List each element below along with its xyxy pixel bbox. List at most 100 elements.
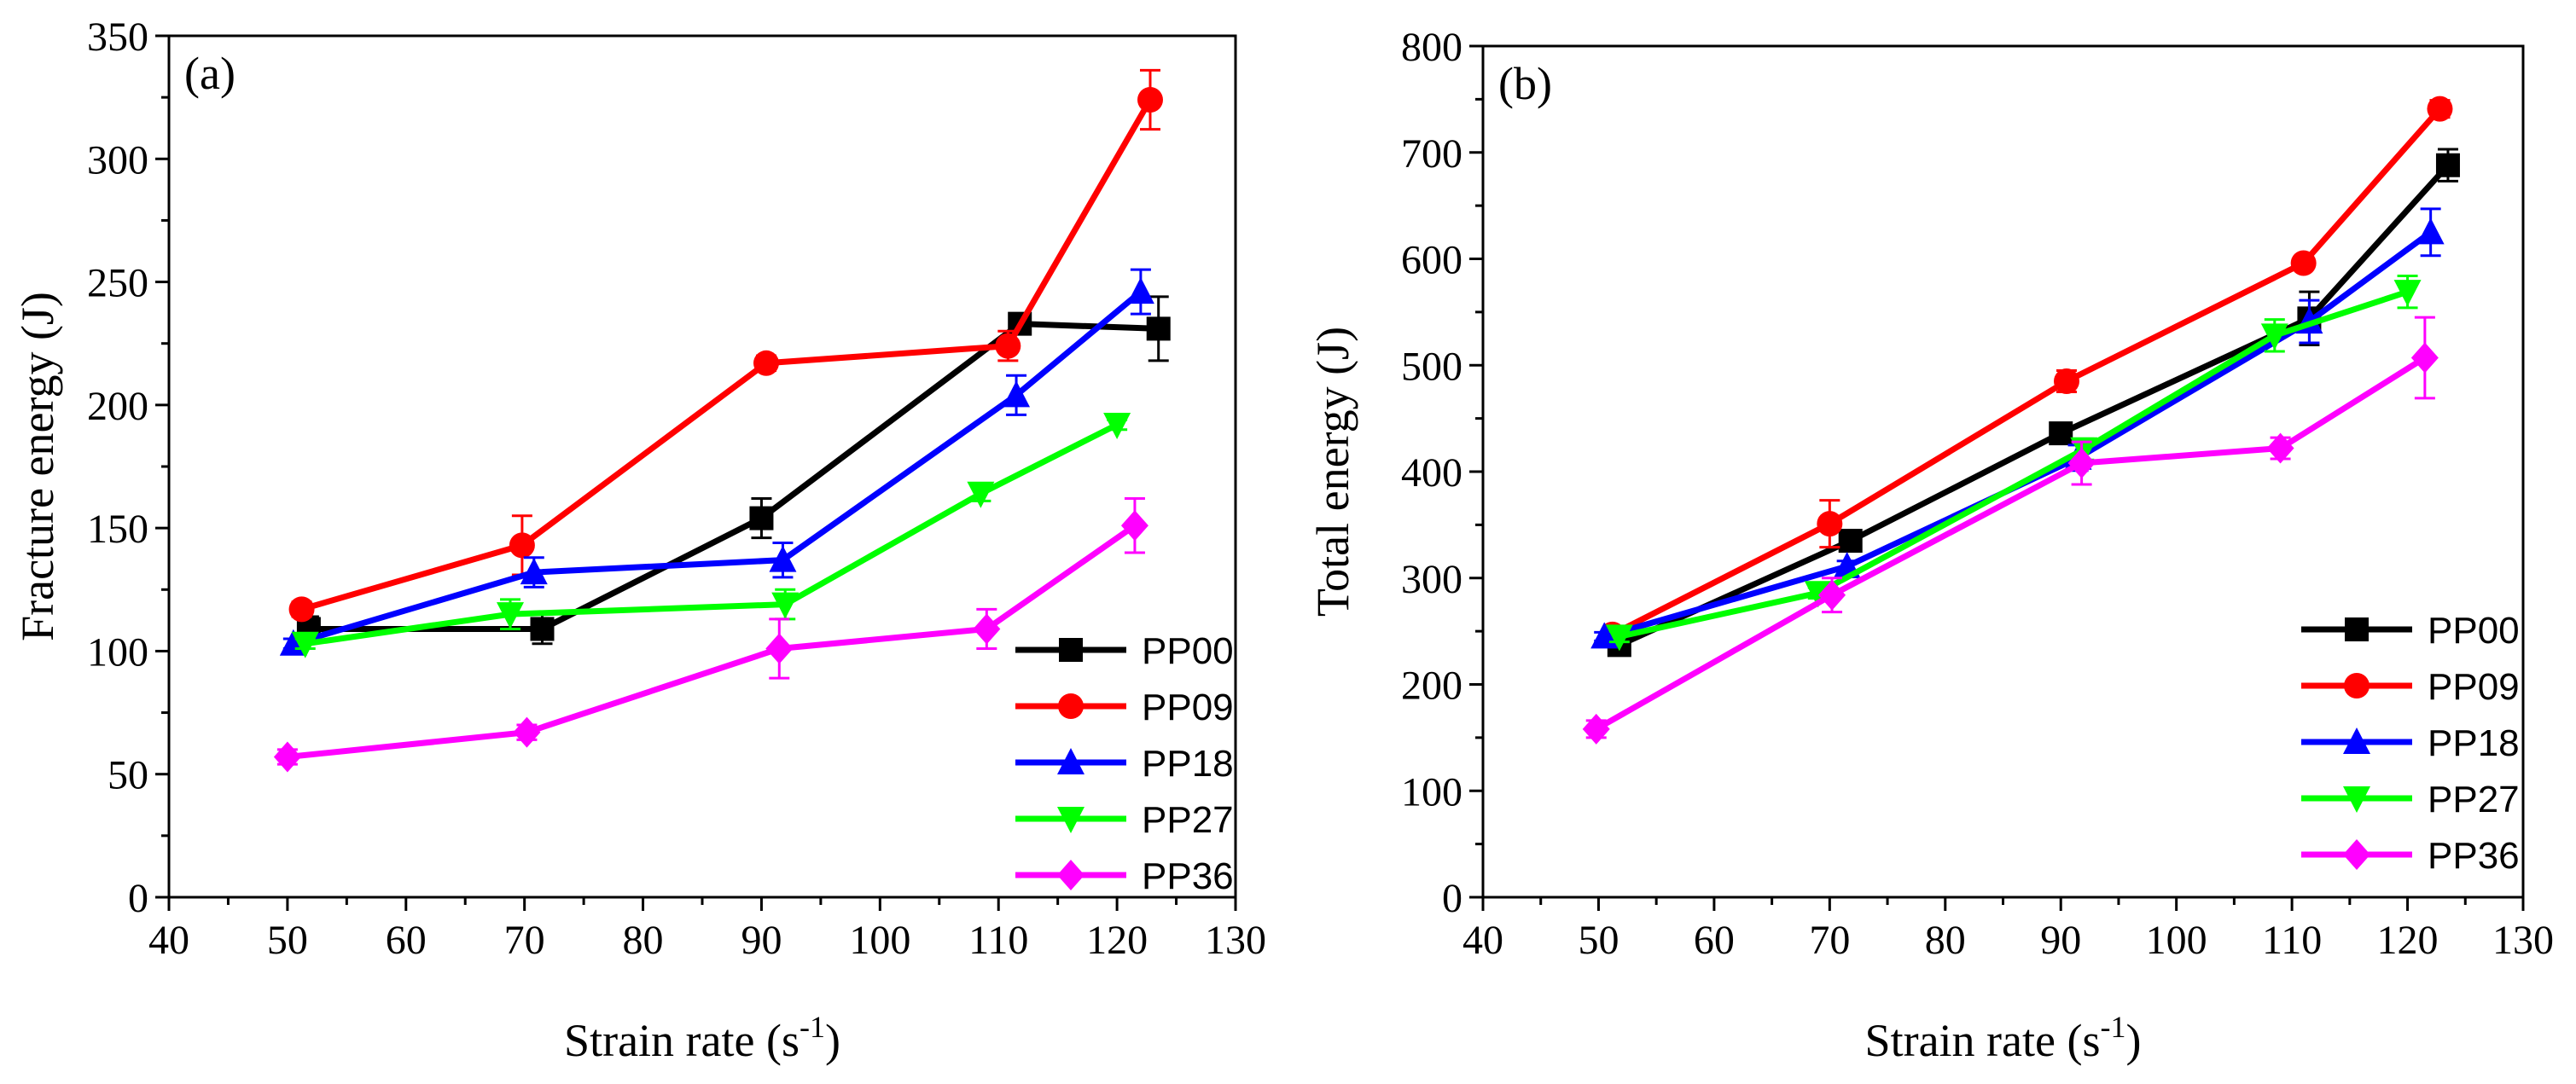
- x-tick-label: 100: [849, 918, 910, 963]
- y-tick-label: 300: [1401, 557, 1462, 602]
- y-tick-label: 200: [87, 384, 148, 429]
- x-tick-label: 100: [2146, 918, 2207, 963]
- legend-item-pp09: PP09: [2301, 666, 2520, 708]
- legend-item-pp27: PP27: [1015, 799, 1234, 841]
- legend-item-pp36: PP36: [1015, 855, 1234, 897]
- legend: PP00 PP09 PP18 PP27 PP36: [1015, 630, 1234, 897]
- series-line: [1611, 107, 2443, 637]
- legend-label: PP09: [2428, 666, 2520, 708]
- data-point: [2416, 217, 2445, 245]
- data-point: [513, 716, 541, 748]
- legend-label: PP00: [2428, 610, 2520, 652]
- x-axis-title: Strain rate (s-1): [1865, 1010, 2142, 1066]
- chart-panel-b: 40 50 60 70 80 90 100 110 120 130 0 100 200 300 400 500…: [1307, 25, 2554, 1066]
- legend-label: PP27: [1142, 799, 1234, 841]
- legend-marker: [1057, 807, 1084, 833]
- y-tick-label: 350: [87, 14, 148, 60]
- data-point: [1003, 380, 1031, 408]
- data-point: [530, 617, 555, 641]
- panel-label: (a): [184, 48, 236, 99]
- x-tick-label: 70: [1809, 918, 1850, 963]
- x-tick-label: 110: [2262, 918, 2322, 963]
- data-point: [520, 558, 548, 585]
- data-point: [1137, 87, 1163, 113]
- data-point: [2435, 153, 2460, 177]
- y-tick-label: 100: [1401, 769, 1462, 814]
- y-tick-label: 200: [1401, 664, 1462, 709]
- data-point: [2410, 342, 2439, 374]
- legend-item-pp09: PP09: [1015, 687, 1234, 728]
- legend-item-pp00: PP00: [1015, 630, 1234, 672]
- y-tick-label: 800: [1401, 25, 1462, 70]
- data-point: [769, 545, 797, 572]
- y-tick-label: 700: [1401, 131, 1462, 177]
- x-tick-label: 40: [148, 918, 189, 963]
- y-tick-label: 400: [1401, 450, 1462, 496]
- data-point: [288, 596, 315, 623]
- legend-label: PP00: [1142, 630, 1234, 672]
- data-point: [273, 741, 301, 773]
- legend-label: PP27: [2428, 779, 2520, 820]
- x-axis-title: Strain rate (s-1): [564, 1010, 840, 1066]
- chart-panel-a: 40 50 60 70 80 90 100 110 120 130 0 50 100 150 200 250 3…: [12, 14, 1266, 1066]
- y-axis-title: Fracture energy (J): [12, 292, 63, 641]
- x-tick-label: 80: [1925, 918, 1966, 963]
- y-tick-label: 50: [108, 753, 148, 798]
- legend-marker: [2343, 727, 2370, 754]
- data-point: [1605, 624, 1633, 652]
- data-point: [1817, 511, 1843, 537]
- legend-item-pp18: PP18: [2301, 722, 2520, 764]
- legend-item-pp00: PP00: [2301, 610, 2520, 652]
- data-point: [1804, 581, 1832, 608]
- data-point: [2049, 421, 2073, 446]
- y-tick-label: 0: [128, 876, 148, 921]
- data-point: [765, 633, 794, 664]
- data-point: [995, 333, 1021, 359]
- y-axis-title: Total energy (J): [1307, 327, 1358, 617]
- series-pp27: [291, 412, 1131, 658]
- legend-marker: [2343, 839, 2370, 870]
- x-tick-label: 50: [267, 918, 308, 963]
- y-tick-label: 100: [87, 629, 148, 675]
- data-point: [749, 506, 774, 530]
- data-point: [1103, 412, 1131, 439]
- legend-item-pp36: PP36: [2301, 835, 2520, 877]
- series-line: [305, 421, 1119, 647]
- x-tick-label: 40: [1462, 918, 1503, 963]
- data-point: [2067, 448, 2096, 479]
- plot-frame: [1481, 44, 2525, 899]
- x-tick-label: 80: [623, 918, 664, 963]
- x-tick-label: 60: [386, 918, 427, 963]
- legend-label: PP18: [1142, 743, 1234, 785]
- series-pp36: [1582, 316, 2439, 745]
- data-point: [1838, 529, 1863, 554]
- legend-marker: [1057, 748, 1084, 774]
- y-tick-label: 0: [1442, 876, 1462, 921]
- data-point: [2053, 368, 2079, 394]
- data-point: [1582, 713, 1610, 745]
- legend-label: PP18: [2428, 722, 2520, 764]
- legend-item-pp18: PP18: [1015, 743, 1234, 785]
- series-pp00: [1607, 148, 2460, 658]
- legend-marker: [2344, 673, 2370, 699]
- legend-label: PP09: [1142, 687, 1234, 728]
- y-tick-label: 300: [87, 137, 148, 183]
- x-tick-label: 110: [968, 918, 1028, 963]
- data-point: [1818, 579, 1846, 611]
- y-tick-label: 250: [87, 261, 148, 306]
- legend-marker: [1058, 693, 1084, 719]
- data-point: [2260, 323, 2288, 351]
- data-point: [1146, 316, 1171, 341]
- data-point: [2266, 432, 2294, 464]
- legend-marker: [2345, 617, 2369, 641]
- legend: PP00 PP09 PP18 PP27 PP36: [2301, 610, 2520, 877]
- y-tick-label: 600: [1401, 238, 1462, 283]
- data-point: [1120, 510, 1148, 542]
- data-point: [1126, 277, 1154, 304]
- data-point: [497, 602, 524, 629]
- series-line: [287, 523, 1137, 760]
- series-line: [1619, 288, 2409, 640]
- data-point: [753, 350, 779, 376]
- data-point: [2427, 96, 2453, 122]
- data-point: [973, 613, 1001, 645]
